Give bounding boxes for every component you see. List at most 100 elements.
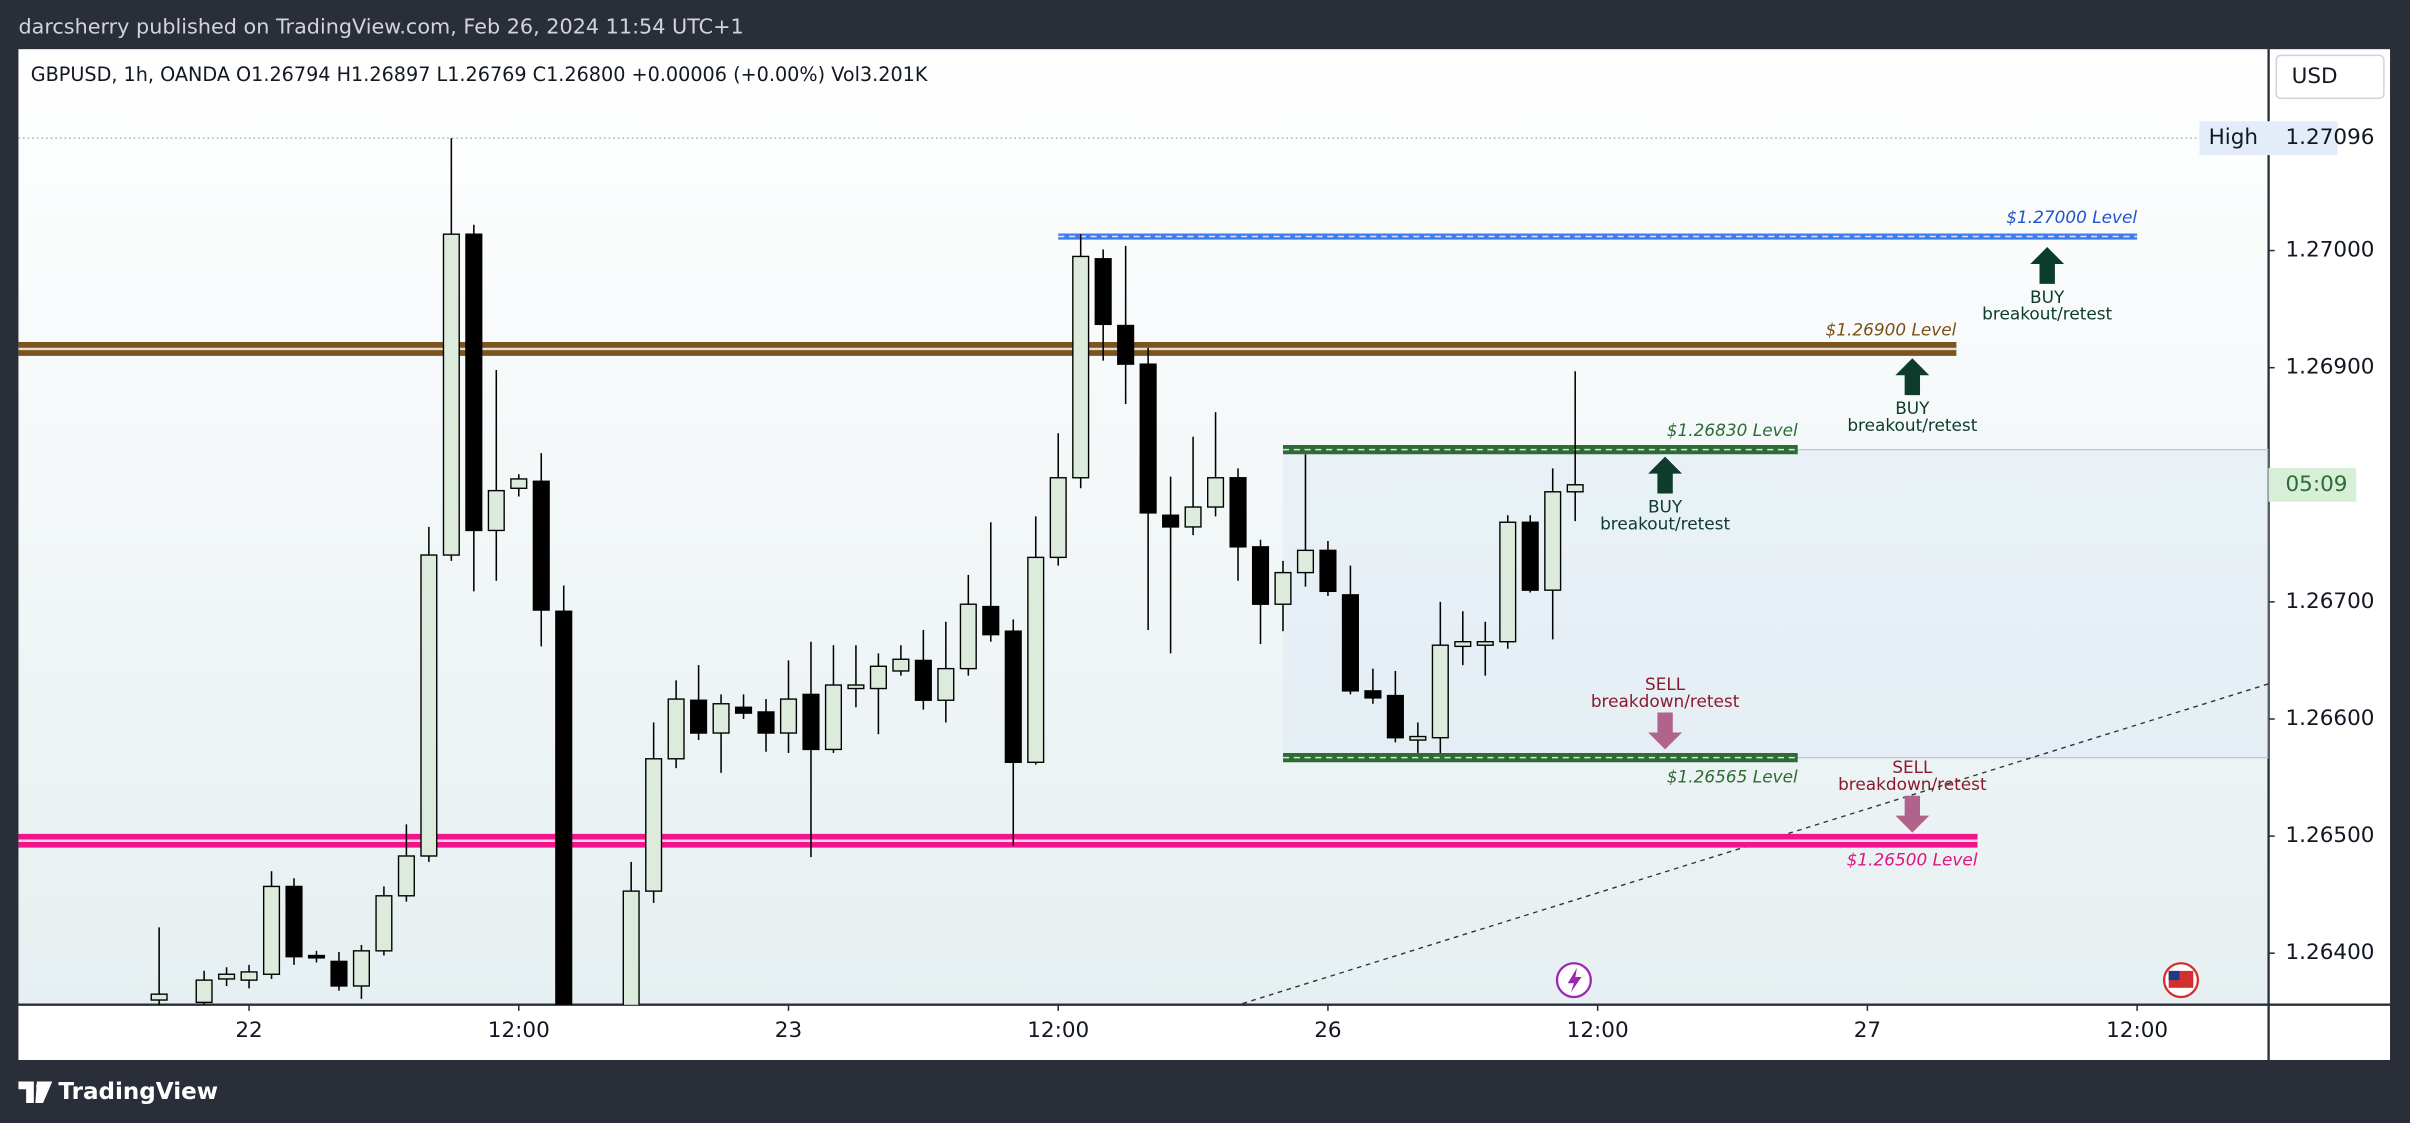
high-label: High [2209,125,2258,150]
annotation-text: SELL [1892,757,1933,777]
candle-body [240,971,258,981]
level-label: $1.26830 Level [1667,420,1798,440]
annotation-arrow [1648,456,1683,494]
y-tick-label: 1.26900 [2286,355,2375,380]
level-label: $1.26565 Level [1667,767,1798,787]
level-label: $1.26500 Level [1847,850,1978,870]
candle-body [532,480,550,611]
countdown: 05:09 [2286,472,2348,497]
time-axis [18,1004,2269,1061]
candle-body [1364,690,1382,699]
annotation-arrow [1895,358,1930,396]
candle-body [1004,630,1022,763]
annotation-arrow [1648,712,1683,750]
x-tick-label: 27 [1854,1018,1881,1043]
annotation-text: breakdown/retest [1591,691,1740,711]
candle-body [1094,258,1112,326]
candle-body [1544,491,1562,591]
y-tick-label: 1.26700 [2286,589,2375,614]
high-value: 1.27096 [2286,125,2375,150]
candle-body [1296,549,1315,574]
candle-body [195,979,213,1004]
y-tick-label: 1.27000 [2286,238,2375,263]
logo [18,1081,53,1104]
candle-body [1499,521,1517,643]
candle-body [1431,644,1449,739]
annotation-text: breakout/retest [1982,304,2112,324]
candle-body [1049,477,1067,559]
annotation-text: SELL [1645,674,1686,694]
currency-box[interactable] [2275,54,2385,100]
candle-body [442,233,460,556]
overlay: 1.27000 1.26900 1.26700 1.26600 1.26500 1.264… [235,121,2374,1043]
candle-body [734,706,753,714]
candle-body [1409,735,1427,741]
annotation-text: breakout/retest [1600,513,1730,533]
candle-body [1207,477,1225,508]
candle-body [555,610,573,1005]
candle-body [465,233,483,532]
y-tick-label: 1.26400 [2286,940,2375,965]
candle-body [420,554,438,857]
annotation-text: breakdown/retest [1838,774,1987,794]
y-tick-label: 1.26600 [2286,706,2375,731]
candle-body [847,684,865,690]
candle-body [1139,363,1157,514]
candle-body [690,699,708,734]
candle-body [352,950,370,987]
level-label: $1.27000 Level [2006,207,2137,227]
candle-body [892,658,910,672]
candle-body [150,993,168,1001]
candle-body [1566,484,1584,493]
candle-body [1319,549,1337,593]
level-label: $1.26900 Level [1826,320,1957,340]
annotation-arrow [1895,795,1930,833]
candle-body [959,603,977,670]
candle-body [802,693,820,751]
currency[interactable]: USD [2292,64,2338,89]
candle-body [1341,594,1359,692]
y-tick-label: 1.26500 [2286,823,2375,848]
price-axis [2268,49,2391,1061]
candle-body [982,605,1000,636]
candle-body [1027,556,1045,763]
candle-body [375,895,393,952]
candle-body [869,665,887,690]
x-tick-label: 12:00 [1567,1018,1629,1043]
high-label-box [2199,121,2338,156]
candle-body [914,659,932,701]
candle-body [667,698,685,760]
candle-body [1521,521,1539,591]
candle-body [824,684,843,751]
x-tick-label: 12:00 [488,1018,550,1043]
annotation-text: breakout/retest [1847,415,1977,435]
publish-info: darcsherry published on TradingView.com,… [18,15,743,39]
x-tick-label: 26 [1314,1018,1341,1043]
candle-body [307,954,326,959]
candle-body [1072,255,1090,479]
candle-body [285,885,303,958]
lightning [1567,967,1582,993]
zone [1282,449,2269,758]
x-tick-label: 12:00 [1027,1018,1089,1043]
countdown-box [2268,467,2357,502]
candle-body [218,973,236,980]
x-tick-label: 22 [235,1018,262,1043]
candle-body [1184,506,1202,528]
logo [36,1082,44,1090]
candle-body [645,758,663,892]
brand: TradingView [58,1079,218,1105]
annotation-text: BUY [2030,287,2065,307]
candle-body [1454,641,1472,648]
annotation-arrow [2030,247,2065,284]
candle-body [757,711,775,734]
candle-body [1229,477,1247,548]
candle-body [622,890,640,1005]
candle-body [1476,641,1494,646]
candle-body [1386,694,1404,739]
x-tick-label: 23 [775,1018,802,1043]
candle-body [712,703,730,734]
candle-body [779,698,798,734]
candle-body [262,885,281,975]
